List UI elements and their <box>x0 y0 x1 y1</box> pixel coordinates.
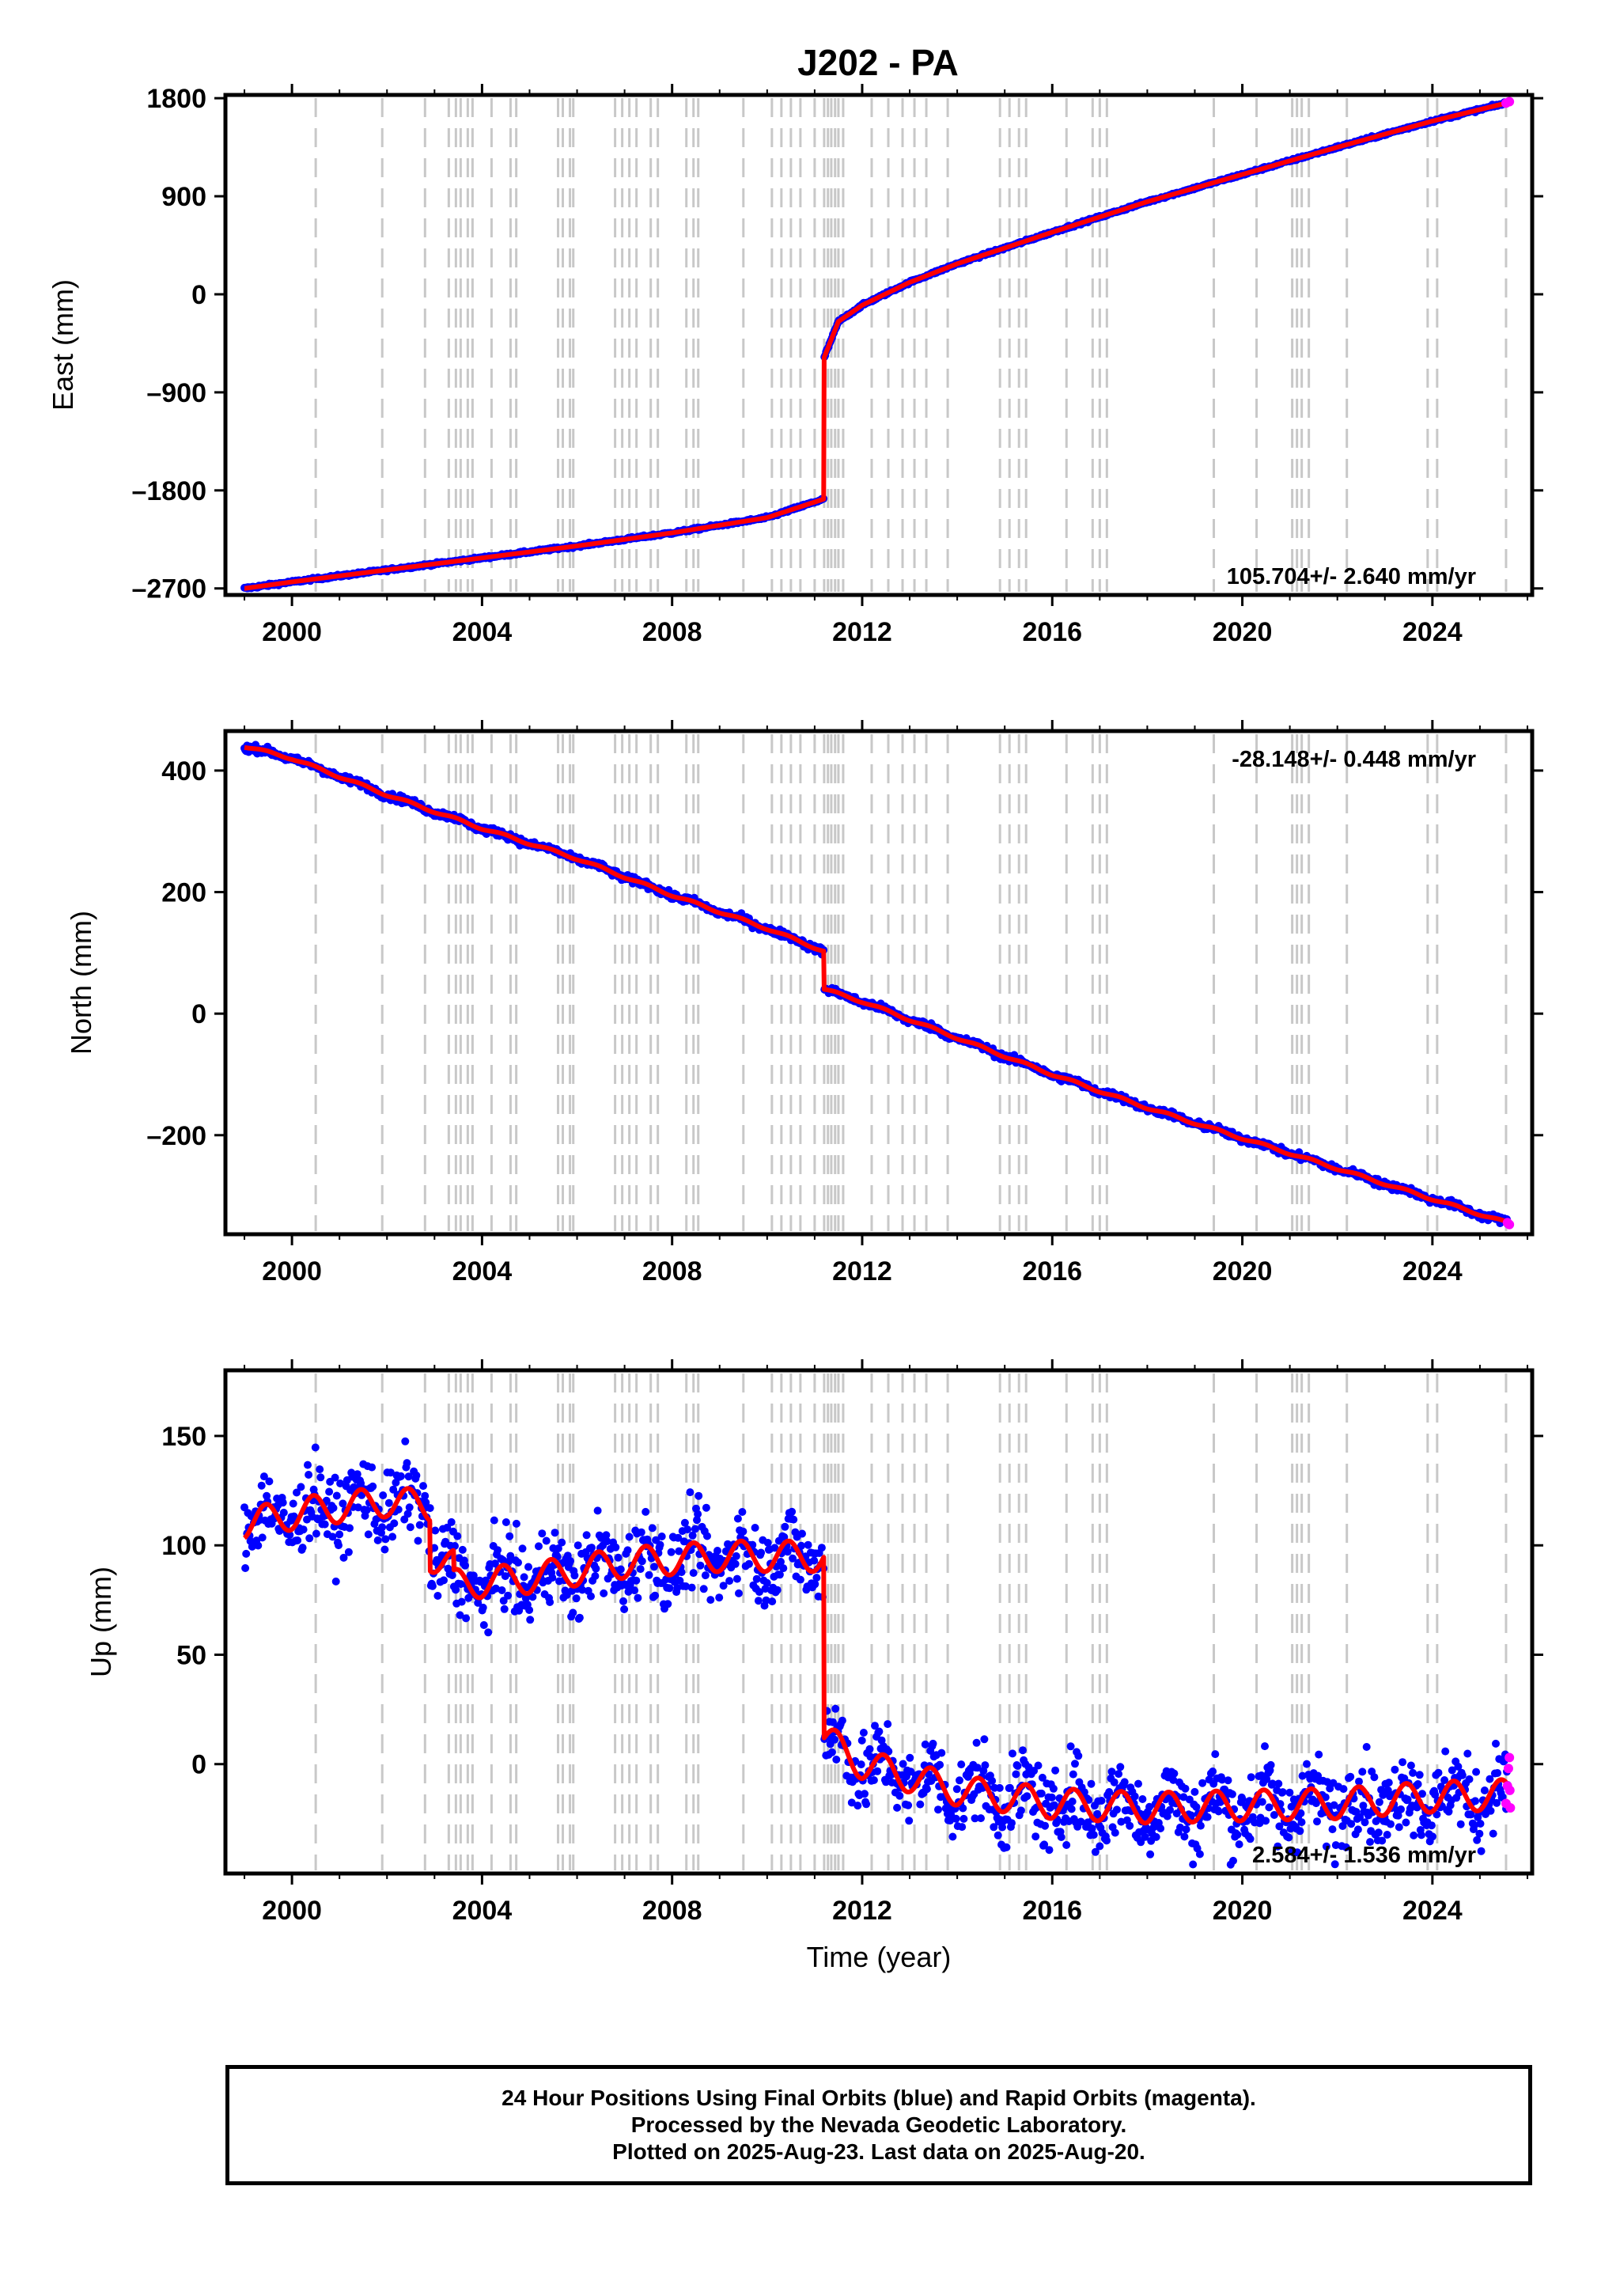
x-tick-label: 2004 <box>452 1256 513 1286</box>
rapid-orbit-point <box>1505 1803 1516 1813</box>
x-tick-label: 2020 <box>1213 617 1273 647</box>
y-tick-label: –900 <box>146 378 206 408</box>
model-fit-line <box>242 744 1511 1225</box>
y-tick-label: –1800 <box>131 476 206 506</box>
panel-up: 2000 2004 2008 2012 2016 2020 2024 0 50 100 150 Up … <box>85 1359 1543 1973</box>
x-tick-label: 2024 <box>1402 617 1463 647</box>
velocity-rate-label: 2.584+/- 1.536 mm/yr <box>1252 1843 1476 1868</box>
final-orbit-points <box>240 98 1512 593</box>
y-tick-label: –2700 <box>131 574 206 604</box>
x-tick-label: 2008 <box>642 1256 702 1286</box>
y-axis-label: East (mm) <box>47 279 79 411</box>
x-tick-label: 2004 <box>452 1896 513 1926</box>
y-tick-label: 900 <box>161 182 206 212</box>
x-tick-label: 2016 <box>1022 1896 1082 1926</box>
rapid-orbit-point <box>1504 97 1515 107</box>
y-axis-label: North (mm) <box>65 911 97 1055</box>
y-tick-label: 400 <box>161 756 206 786</box>
chart-title: J202 - PA <box>797 42 959 83</box>
rapid-orbit-point <box>1504 1785 1515 1795</box>
y-tick-label: 1800 <box>146 84 206 114</box>
x-tick-label: 2024 <box>1402 1896 1463 1926</box>
x-axis-label: Time (year) <box>807 1941 952 1973</box>
x-tick-label: 2016 <box>1022 617 1082 647</box>
footer-line-1: 24 Hour Positions Using Final Orbits (bl… <box>501 2086 1256 2110</box>
y-tick-label: 0 <box>191 280 206 310</box>
footer-line-2: Processed by the Nevada Geodetic Laborat… <box>630 2112 1127 2137</box>
footer-line-3: Plotted on 2025-Aug-23. Last data on 202… <box>612 2139 1145 2164</box>
panel-north: 2000 2004 2008 2012 2016 2020 2024 –200 0 200 400 N… <box>65 720 1543 1286</box>
x-tick-label: 2004 <box>452 617 513 647</box>
x-tick-label: 2024 <box>1402 1256 1463 1286</box>
x-tick-label: 2000 <box>262 1256 322 1286</box>
x-tick-label: 2020 <box>1213 1896 1273 1926</box>
x-tick-label: 2020 <box>1213 1256 1273 1286</box>
rapid-orbit-point <box>1503 1764 1513 1774</box>
x-tick-label: 2012 <box>832 1896 892 1926</box>
rapid-orbit-point <box>1504 1219 1515 1229</box>
velocity-rate-label: 105.704+/- 2.640 mm/yr <box>1227 564 1476 589</box>
x-tick-label: 2000 <box>262 617 322 647</box>
panel-east: 2000 2004 2008 2012 2016 2020 2024 –2700 –1800 –9… <box>47 84 1543 647</box>
x-tick-label: 2012 <box>832 617 892 647</box>
rapid-orbit-point <box>1504 1752 1515 1763</box>
model-fit-line <box>242 1486 1511 1826</box>
footer-note-box: 24 Hour Positions Using Final Orbits (bl… <box>225 2065 1532 2185</box>
x-tick-label: 2008 <box>642 1896 702 1926</box>
y-tick-label: –200 <box>146 1121 206 1151</box>
model-fit-line <box>242 100 1511 591</box>
y-tick-label: 200 <box>161 878 206 908</box>
y-tick-label: 0 <box>191 999 206 1029</box>
x-tick-label: 2012 <box>832 1256 892 1286</box>
y-tick-label: 150 <box>161 1422 206 1452</box>
plot-frame <box>223 1368 1535 1876</box>
y-tick-label: 50 <box>176 1640 206 1670</box>
y-tick-label: 100 <box>161 1531 206 1561</box>
x-tick-label: 2000 <box>262 1896 322 1926</box>
plot-frame <box>223 93 1535 597</box>
x-tick-label: 2016 <box>1022 1256 1082 1286</box>
y-tick-label: 0 <box>191 1750 206 1780</box>
velocity-rate-label: -28.148+/- 0.448 mm/yr <box>1232 747 1476 772</box>
plot-frame <box>223 729 1535 1237</box>
y-axis-label: Up (mm) <box>85 1567 117 1677</box>
x-tick-label: 2008 <box>642 617 702 647</box>
